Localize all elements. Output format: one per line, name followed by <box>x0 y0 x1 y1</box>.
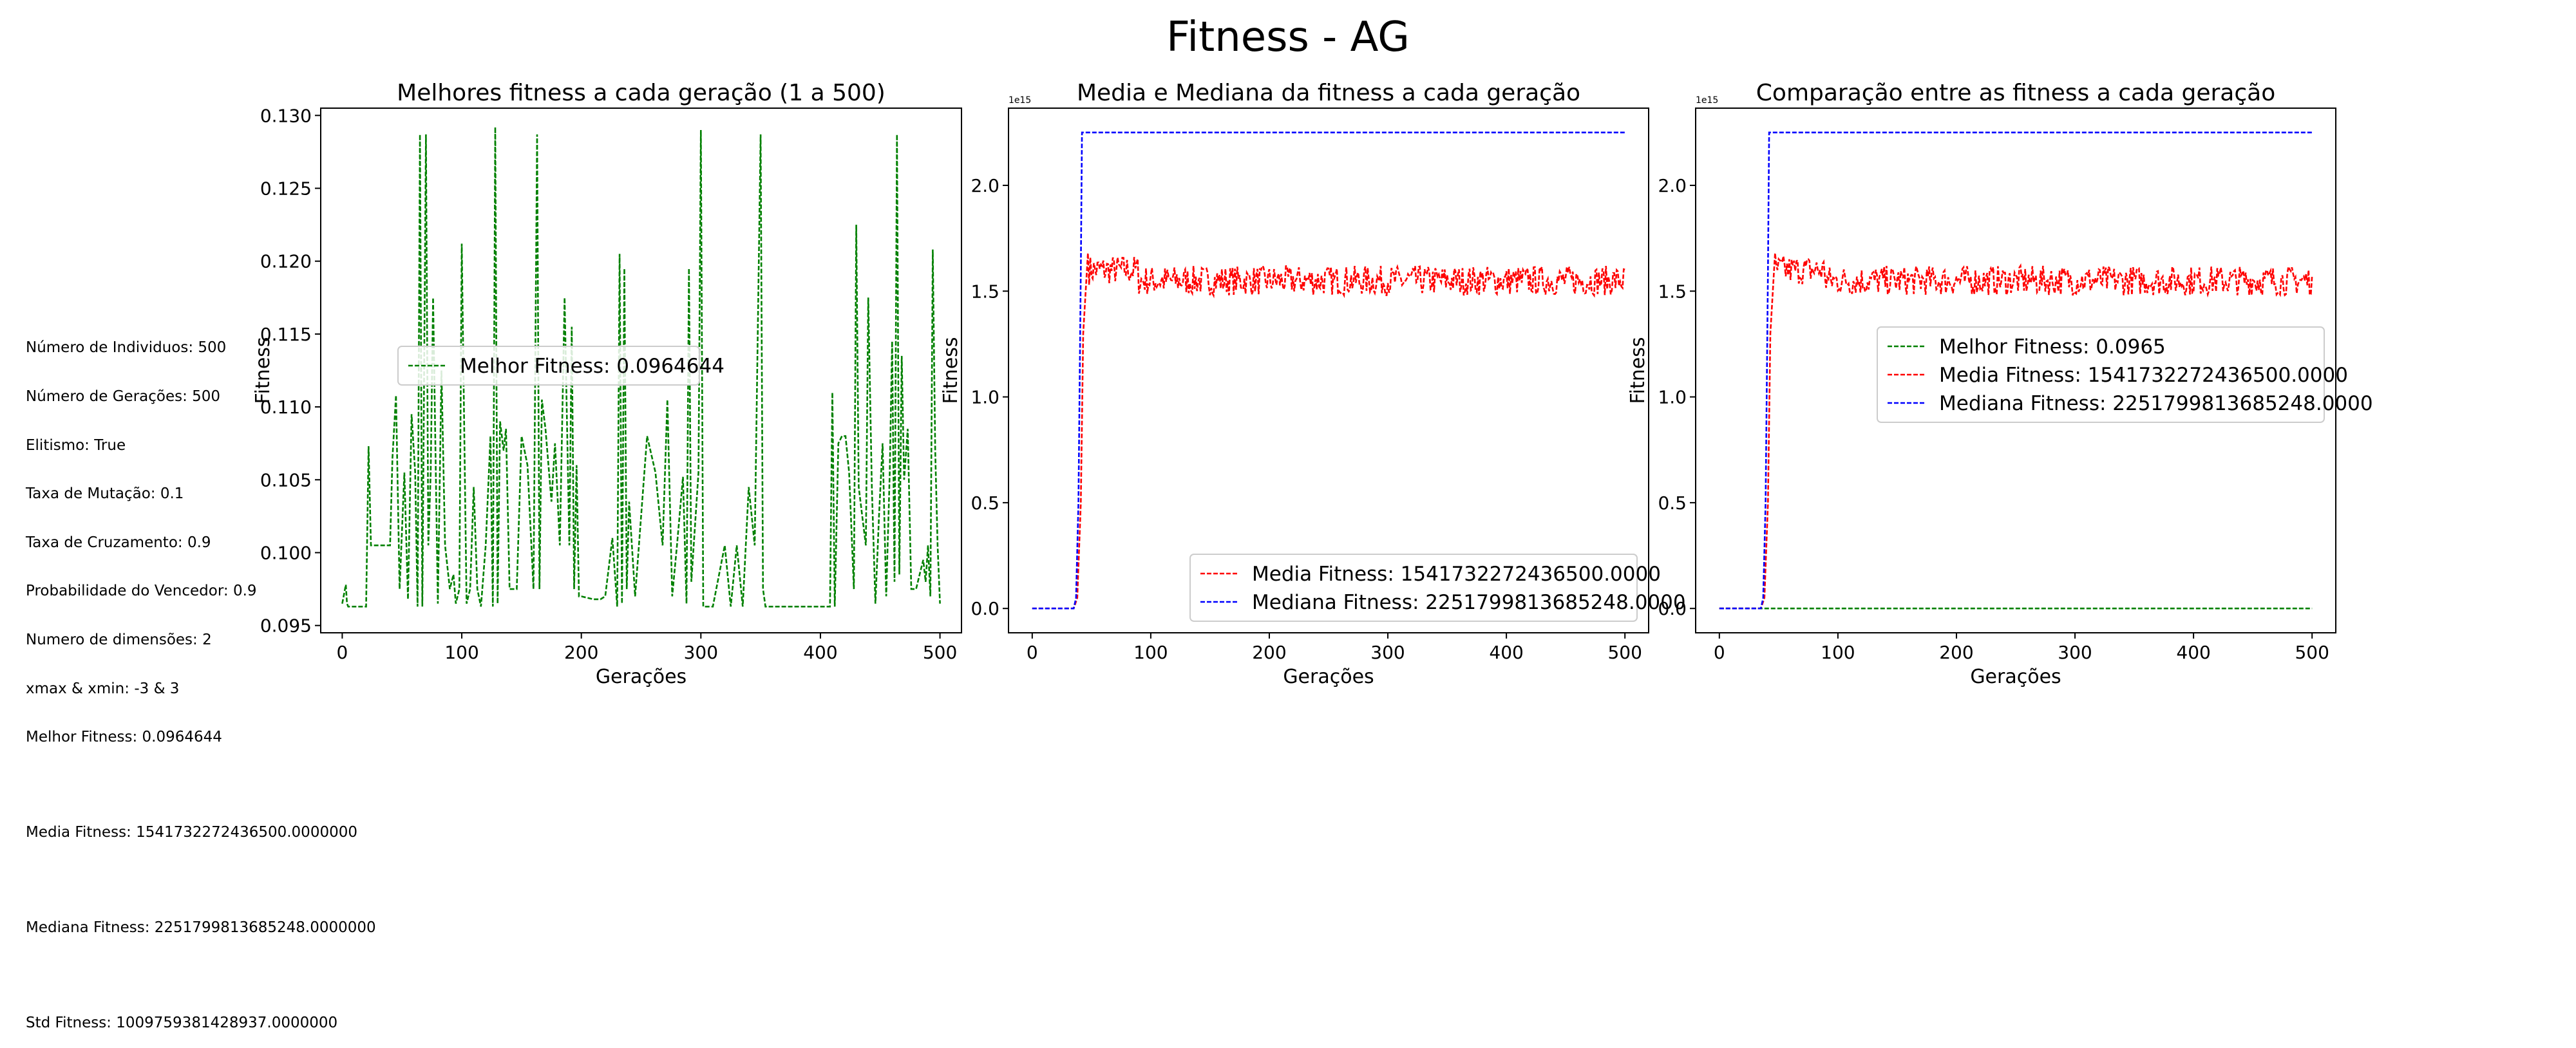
y-tick-label: 0.115 <box>260 324 312 345</box>
x-tick-label: 500 <box>1607 642 1642 663</box>
x-tick-label: 0 <box>1027 642 1038 663</box>
series-line-2 <box>1032 131 1625 610</box>
series-line-1 <box>1032 253 1625 610</box>
y-tick-label: 0.100 <box>260 542 312 563</box>
chart-title: Comparação entre as fitness a cada geraç… <box>1756 80 2275 106</box>
legend: Melhor Fitness: 0.0965 Media Fitness: 154… <box>1877 326 2373 423</box>
y-tick-label: 0.5 <box>971 492 999 514</box>
figure-title: Fitness - AG <box>1166 14 1410 61</box>
info-line: Numero de dimensões: 2 <box>26 632 212 649</box>
chart-1: Melhores fitness a cada geração (1 a 500… <box>252 80 962 688</box>
series-line-3 <box>1719 131 2313 610</box>
info-line: Melhor Fitness: 0.0964644 <box>26 729 222 746</box>
info-line: Número de Individuos: 500 <box>26 339 227 357</box>
legend: Melhor Fitness: 0.0964644 <box>397 346 724 386</box>
legend-label: Media Fitness: 1541732272436500.0000 <box>1939 364 2348 387</box>
info-media-fitness: Media Fitness: 1541732272436500.0000000 <box>26 824 357 841</box>
y-tick-label: 1.5 <box>971 281 999 302</box>
y-tick-label: 0.0 <box>971 598 999 619</box>
chart-title: Melhores fitness a cada geração (1 a 500… <box>397 80 886 106</box>
legend-label: Mediana Fitness: 2251799813685248.0000 <box>1252 591 1686 614</box>
info-std-fitness: Std Fitness: 1009759381428937.0000000 <box>26 1015 338 1032</box>
info-line: Probabilidade do Vencedor: 0.9 <box>26 583 257 600</box>
y-tick-label: 0.095 <box>260 615 312 637</box>
legend-label: Melhor Fitness: 0.0965 <box>1939 335 2166 359</box>
x-tick-label: 400 <box>803 642 837 663</box>
y-tick-label: 2.0 <box>971 175 999 196</box>
legend-box <box>1189 554 1638 622</box>
x-tick-label: 0 <box>337 642 348 663</box>
x-axis-label: Gerações <box>1283 666 1374 688</box>
y-axis-label: Fitness <box>940 337 962 404</box>
x-tick-label: 200 <box>1939 642 1973 663</box>
x-tick-label: 200 <box>1252 642 1286 663</box>
info-line: Taxa de Mutação: 0.1 <box>26 485 184 503</box>
x-tick-label: 100 <box>444 642 478 663</box>
y-tick-label: 1.0 <box>971 387 999 408</box>
y-tick-label: 0.125 <box>260 178 312 200</box>
plot-frame <box>320 108 962 633</box>
x-tick-label: 500 <box>2295 642 2329 663</box>
x-tick-label: 300 <box>1370 642 1405 663</box>
legend-label: Mediana Fitness: 2251799813685248.0000 <box>1939 392 2373 415</box>
y-tick-label: 0.120 <box>260 251 312 272</box>
y-tick-label: 0.105 <box>260 469 312 491</box>
y-tick-label: 0.5 <box>1658 492 1687 514</box>
y-tick-label: 0.130 <box>260 105 312 126</box>
x-axis-label: Gerações <box>1970 666 2061 688</box>
x-tick-label: 0 <box>1714 642 1725 663</box>
x-tick-label: 200 <box>564 642 598 663</box>
chart-2: Media e Mediana da fitness a cada geraçã… <box>940 80 1686 688</box>
y-tick-label: 0.0 <box>1658 598 1687 619</box>
info-line: Taxa de Cruzamento: 0.9 <box>26 534 211 551</box>
legend: Media Fitness: 1541732272436500.0000 Medi… <box>1189 554 1686 622</box>
legend-box <box>397 346 700 386</box>
x-tick-label: 500 <box>923 642 957 663</box>
x-tick-label: 300 <box>684 642 718 663</box>
y-tick-label: 1.0 <box>1658 387 1687 408</box>
x-tick-label: 100 <box>1821 642 1855 663</box>
plot-frame <box>1008 108 1649 633</box>
x-axis-label: Gerações <box>596 666 687 688</box>
legend-label: Media Fitness: 1541732272436500.0000 <box>1252 563 1661 586</box>
y-axis-label: Fitness <box>1627 337 1649 404</box>
info-line: Número de Gerações: 500 <box>26 388 221 406</box>
legend-label: Melhor Fitness: 0.0964644 <box>460 355 724 378</box>
x-tick-label: 100 <box>1133 642 1168 663</box>
y-tick-label: 0.110 <box>260 397 312 418</box>
x-tick-label: 400 <box>1489 642 1523 663</box>
figure-canvas: Melhores fitness a cada geração (1 a 500… <box>252 80 2373 688</box>
chart-title: Media e Mediana da fitness a cada geraçã… <box>1077 80 1580 106</box>
y-tick-label: 1.5 <box>1658 281 1687 302</box>
x-tick-label: 400 <box>2176 642 2210 663</box>
series-line-1 <box>341 127 941 608</box>
legend-box <box>1877 326 2325 423</box>
plot-frame <box>1695 108 2336 633</box>
info-line: Elitismo: True <box>26 436 126 454</box>
y-tick-label: 2.0 <box>1658 175 1687 196</box>
y-offset-text: 1e15 <box>1696 95 1718 106</box>
info-mediana-fitness: Mediana Fitness: 2251799813685248.000000… <box>26 919 376 937</box>
series-line-2 <box>1719 252 2313 610</box>
chart-3: Comparação entre as fitness a cada geraç… <box>1627 80 2373 688</box>
y-axis-label: Fitness <box>252 337 274 404</box>
x-tick-label: 300 <box>2058 642 2092 663</box>
info-line: xmax & xmin: -3 & 3 <box>26 680 180 697</box>
y-offset-text: 1e15 <box>1009 95 1031 106</box>
